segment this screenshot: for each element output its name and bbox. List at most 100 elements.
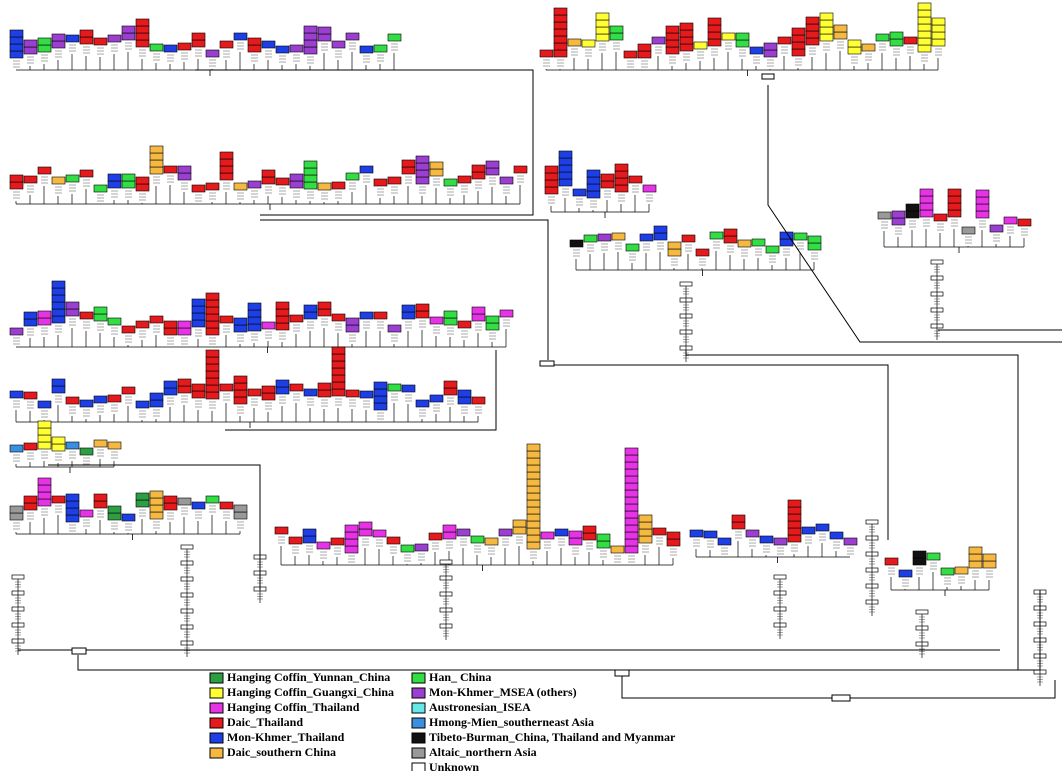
sample-box [947,202,962,211]
sample-box [975,189,990,198]
sample-box [288,536,303,545]
connector [225,350,497,431]
connector [195,69,534,216]
sample-box [191,501,206,510]
sample-box [429,394,444,403]
sample-box [787,534,802,543]
sample-box [37,37,52,46]
sample-box [919,188,934,197]
node [865,519,879,525]
sample-box [51,280,66,289]
sample-box [931,38,946,47]
sample-box [37,477,52,486]
sample-box [247,388,262,397]
sample-box [23,318,38,327]
sample-box [275,177,290,186]
sample-box [37,427,52,436]
sample-box [149,392,164,401]
sample-box [135,499,150,508]
sample-box [205,391,220,400]
sample-box [303,32,318,41]
sample-box [79,447,94,456]
sample-box [65,500,80,509]
sample-box [526,485,541,494]
sample-box [261,392,276,401]
sample-box [317,182,332,191]
sample-box [429,168,444,177]
sample-box [624,447,639,456]
sample-box [443,317,458,326]
sample-box [9,50,24,59]
sample-box [610,545,625,554]
sample-box [637,50,652,59]
sample-box [205,384,220,393]
sample-box [526,492,541,501]
sample-box [331,360,346,369]
sample-box [526,520,541,529]
sample-box [359,45,374,54]
sample-box [275,301,290,310]
node [11,574,25,580]
sample-box [526,450,541,459]
sample-box [707,24,722,33]
sample-box [387,383,402,392]
sample-box [303,311,318,320]
sample-box [177,378,192,387]
sample-box [23,391,38,400]
sample-box [707,38,722,47]
sample-box [568,537,583,546]
sample-box [526,478,541,487]
sample-box [37,498,52,507]
sample-box [917,30,932,39]
sample-box [149,145,164,154]
legend-swatch [411,747,426,759]
sample-box [595,12,610,21]
sample-box [485,322,500,331]
sample-box [624,545,639,554]
sample-box [968,553,983,562]
sample-box [163,495,178,504]
sample-box [919,202,934,211]
sample-box [905,203,920,212]
sample-box [37,434,52,443]
sample-box [499,309,514,318]
sample-box [805,16,820,25]
sample-box [847,39,862,48]
sample-box [219,151,234,160]
sample-box [303,25,318,34]
sample-box [572,188,587,197]
sample-box [637,43,652,52]
sample-box [331,353,346,362]
node [915,609,929,615]
sample-box [372,529,387,538]
sample-box [512,526,527,535]
sample-box [805,30,820,39]
sample-box [689,529,704,538]
connector [48,464,261,590]
sample-box [177,42,192,51]
sample-box [526,457,541,466]
sample-box [442,524,457,533]
sample-box [912,550,927,559]
sample-box [9,181,24,190]
sample-box [624,524,639,533]
sample-box [93,395,108,404]
sample-box [526,443,541,452]
sample-box [628,175,643,184]
sample-box [787,513,802,522]
sample-box [791,34,806,43]
sample-box [544,186,559,195]
sample-box [751,238,766,247]
sample-box [665,39,680,48]
node [930,259,944,265]
sample-box [373,44,388,53]
sample-box [107,173,122,182]
sample-box [875,33,890,42]
sample-box [457,175,472,184]
sample-box [553,7,568,16]
sample-box [833,24,848,33]
sample-box [415,162,430,171]
sample-box [135,32,150,41]
sample-box [317,308,332,317]
